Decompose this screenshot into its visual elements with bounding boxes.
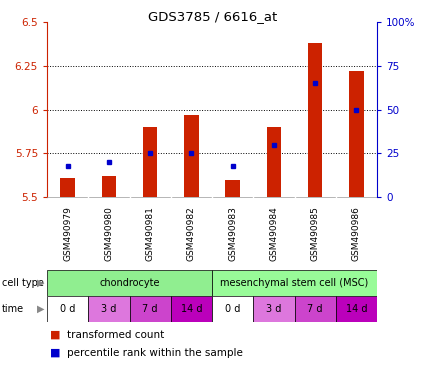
Text: transformed count: transformed count	[67, 330, 164, 340]
Text: 0 d: 0 d	[60, 304, 75, 314]
Bar	[88, 296, 130, 322]
Bar	[308, 43, 322, 197]
Bar	[184, 115, 198, 197]
Text: 14 d: 14 d	[181, 304, 202, 314]
Bar	[266, 127, 281, 197]
Text: 14 d: 14 d	[346, 304, 367, 314]
Text: GSM490986: GSM490986	[352, 206, 361, 261]
Bar	[130, 296, 171, 322]
Text: GSM490984: GSM490984	[269, 206, 278, 261]
Text: ▶: ▶	[37, 278, 44, 288]
Text: ■: ■	[50, 348, 60, 358]
Text: 3 d: 3 d	[266, 304, 281, 314]
Text: chondrocyte: chondrocyte	[99, 278, 160, 288]
Bar	[295, 296, 336, 322]
Text: GSM490981: GSM490981	[146, 206, 155, 261]
Bar	[336, 296, 377, 322]
Text: percentile rank within the sample: percentile rank within the sample	[67, 348, 243, 358]
Text: 7 d: 7 d	[142, 304, 158, 314]
Text: cell type: cell type	[2, 278, 44, 288]
Bar	[225, 179, 240, 197]
Bar	[212, 296, 253, 322]
Bar	[102, 176, 116, 197]
Bar	[60, 178, 75, 197]
Text: GSM490985: GSM490985	[311, 206, 320, 261]
Text: ▶: ▶	[37, 304, 44, 314]
Text: GDS3785 / 6616_at: GDS3785 / 6616_at	[148, 10, 277, 23]
Text: 0 d: 0 d	[225, 304, 240, 314]
Bar	[171, 296, 212, 322]
Text: mesenchymal stem cell (MSC): mesenchymal stem cell (MSC)	[221, 278, 368, 288]
Text: GSM490982: GSM490982	[187, 206, 196, 261]
Bar	[47, 270, 212, 296]
Bar	[349, 71, 364, 197]
Bar	[212, 270, 377, 296]
Text: GSM490980: GSM490980	[105, 206, 113, 261]
Text: GSM490979: GSM490979	[63, 206, 72, 261]
Bar	[143, 127, 157, 197]
Text: 3 d: 3 d	[101, 304, 116, 314]
Bar	[47, 296, 88, 322]
Bar	[253, 296, 295, 322]
Text: time: time	[2, 304, 24, 314]
Text: ■: ■	[50, 330, 60, 340]
Text: 7 d: 7 d	[307, 304, 323, 314]
Text: GSM490983: GSM490983	[228, 206, 237, 261]
